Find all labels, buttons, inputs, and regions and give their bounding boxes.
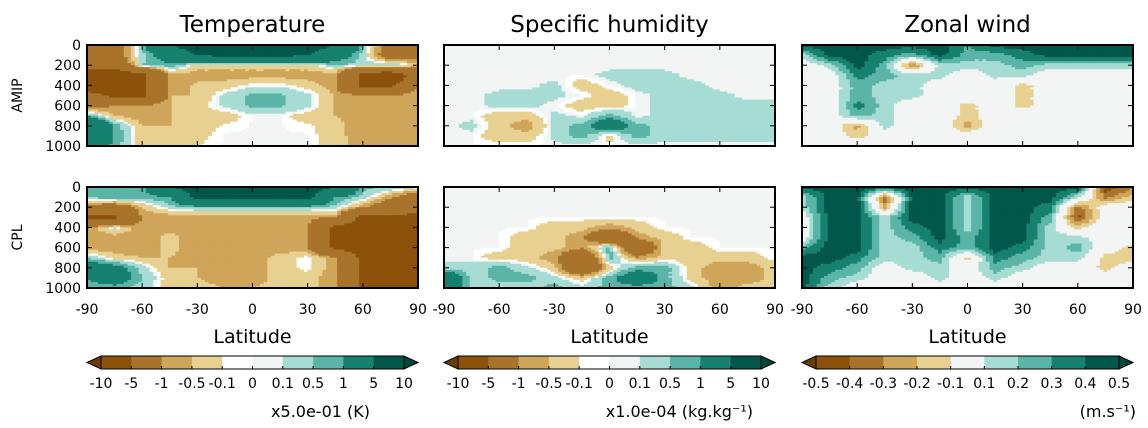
panels [87,45,1133,288]
field-0-0 [87,45,418,146]
